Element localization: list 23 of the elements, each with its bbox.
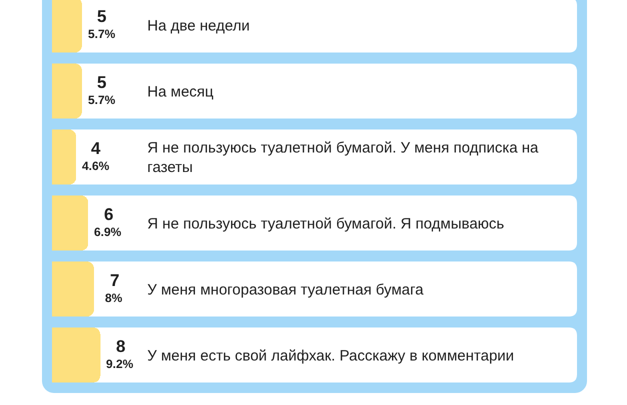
data-label: 9.2% bbox=[106, 357, 134, 371]
data-label: 8% bbox=[105, 291, 123, 305]
y-tick-label: У меня многоразовая туалетная бумага bbox=[147, 281, 424, 298]
y-tick-label: На месяц bbox=[147, 83, 214, 100]
bar bbox=[52, 262, 94, 316]
bar bbox=[52, 196, 88, 251]
annotation: 8 bbox=[116, 337, 126, 356]
bar bbox=[52, 328, 100, 382]
y-tick-label: На две недели bbox=[147, 17, 250, 34]
bar bbox=[52, 130, 76, 185]
annotation: 4 bbox=[91, 139, 101, 158]
annotation: 5 bbox=[97, 73, 106, 92]
annotation: 5 bbox=[97, 7, 106, 26]
data-label: 6.9% bbox=[94, 225, 122, 239]
data-label: 5.7% bbox=[88, 27, 116, 41]
annotation: 7 bbox=[110, 271, 120, 290]
bar bbox=[52, 64, 82, 119]
y-tick-label: Я не пользуюсь туалетной бумагой. Я подмываюсь bbox=[147, 215, 504, 232]
y-tick-label: У меня есть свой лайфхак. Расскажу в комментарии bbox=[147, 347, 514, 364]
data-label: 4.6% bbox=[82, 159, 110, 173]
data-label: 5.7% bbox=[88, 93, 116, 107]
y-tick-label: Я не пользуюсь туалетной бумагой. У меня подписка на газеты bbox=[147, 140, 540, 176]
annotation: 6 bbox=[104, 205, 114, 224]
